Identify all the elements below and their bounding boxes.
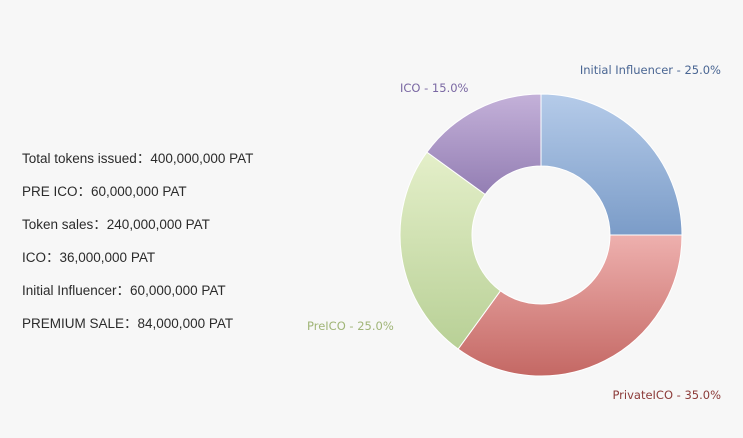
- slice-label-1: PrivateICO - 35.0%: [612, 388, 721, 402]
- slice-label-2: PreICO - 25.0%: [307, 319, 394, 333]
- stat-pre-ico: PRE ICO：60,000,000 PAT: [22, 184, 187, 199]
- donut-slice-1: [457, 234, 683, 377]
- stat-ico: ICO：36,000,000 PAT: [22, 250, 156, 265]
- donut-slice-3: [426, 93, 542, 196]
- slice-label-3: ICO - 15.0%: [400, 81, 469, 95]
- token-stats-list: Total tokens issued：400,000,000 PAT PRE …: [22, 150, 342, 348]
- stat-total-tokens: Total tokens issued：400,000,000 PAT: [22, 151, 254, 166]
- stat-premium-sale: PREMIUM SALE：84,000,000 PAT: [22, 316, 234, 331]
- stat-token-sales: Token sales：240,000,000 PAT: [22, 217, 210, 232]
- donut-slice-0: [540, 93, 683, 236]
- stat-initial-influencer: Initial Influencer：60,000,000 PAT: [22, 283, 226, 298]
- donut-slice-2: [399, 151, 502, 350]
- slice-label-0: Initial Influencer - 25.0%: [580, 63, 721, 77]
